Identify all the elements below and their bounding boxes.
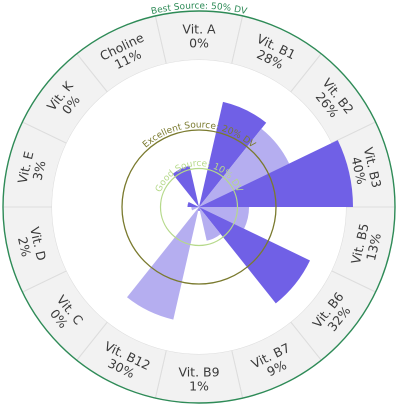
bar-vit-b12 xyxy=(126,207,199,320)
excellent-source-ring xyxy=(121,129,277,285)
bar-vit-b3 xyxy=(199,140,354,207)
label-vit-d: Vit. D2% xyxy=(13,225,49,265)
nutrient-name: Vit. A xyxy=(182,22,216,37)
nutrient-labels: Choline11%Vit. A 0% Vit. B128%Vit. B226%Vi… xyxy=(13,22,385,394)
bar-vit-b7 xyxy=(199,207,221,241)
nutrient-name: Vit. B9 xyxy=(178,365,219,380)
nutrient-name: Vit. E xyxy=(15,150,37,185)
bar-vit-e xyxy=(187,201,199,207)
bar-vit-b1 xyxy=(199,101,267,207)
label-vit-b5: Vit. B513% xyxy=(348,222,385,269)
best-source-ring xyxy=(2,10,396,404)
nutrient-value: 2% xyxy=(15,235,34,258)
nutrient-value: 3% xyxy=(30,159,49,182)
nutrient-value: 0% xyxy=(189,36,209,51)
label-choline: Choline11% xyxy=(97,30,152,77)
bar-vit-b9 xyxy=(198,207,200,211)
nutrient-value: 13% xyxy=(363,232,384,263)
nutrient-value: 1% xyxy=(189,379,209,394)
bar-vit-b5 xyxy=(199,207,250,229)
nutrient-name: Vit. D xyxy=(27,225,49,262)
nutrient-bars xyxy=(126,101,354,320)
bar-choline xyxy=(172,165,199,207)
nutrient-label-ring xyxy=(2,10,396,404)
good-source-ring xyxy=(159,167,239,247)
label-vit-a: Vit. A 0% xyxy=(182,22,216,51)
label-vit-e: Vit. E3% xyxy=(15,150,51,188)
label-vit-b3: Vit. B340% xyxy=(347,146,384,193)
label-vit-b9: Vit. B9 1% xyxy=(178,365,219,394)
bar-vit-d xyxy=(191,207,199,211)
bar-vit-b6 xyxy=(199,207,310,304)
bar-vit-b2 xyxy=(199,128,290,207)
nutrient-value: 40% xyxy=(348,155,369,186)
